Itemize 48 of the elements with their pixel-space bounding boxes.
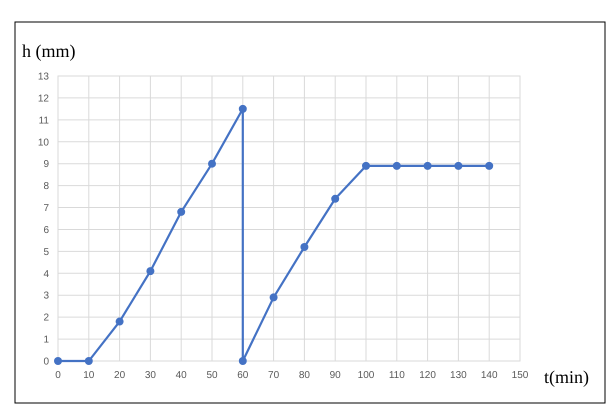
x-tick-label: 30 bbox=[144, 370, 156, 381]
y-tick-label: 5 bbox=[43, 246, 50, 258]
x-tick-label: 70 bbox=[268, 370, 280, 381]
x-tick-label: 130 bbox=[450, 370, 468, 381]
y-tick-label: 12 bbox=[38, 93, 50, 104]
y-tick-label: 1 bbox=[43, 334, 50, 346]
point bbox=[177, 208, 186, 216]
x-tick-label: 40 bbox=[176, 370, 188, 381]
point bbox=[454, 162, 462, 170]
y-tick-label: 2 bbox=[43, 312, 50, 324]
point bbox=[146, 267, 154, 276]
y-tick-label: 9 bbox=[43, 159, 50, 170]
x-axis-title: t(min) bbox=[544, 367, 589, 387]
y-tick-label: 0 bbox=[43, 356, 50, 368]
point bbox=[362, 162, 370, 170]
point bbox=[116, 318, 124, 326]
y-tick-label: 10 bbox=[38, 137, 50, 148]
y-tick-label: 13 bbox=[38, 72, 50, 82]
point bbox=[238, 357, 247, 365]
x-tick-label: 20 bbox=[114, 370, 126, 381]
point bbox=[331, 194, 340, 203]
x-tick-label: 50 bbox=[206, 370, 218, 381]
point bbox=[485, 162, 494, 170]
x-tick-label: 110 bbox=[388, 370, 406, 381]
point bbox=[300, 243, 308, 251]
y-tick-label: 6 bbox=[43, 224, 50, 236]
y-tick-label: 11 bbox=[38, 115, 50, 126]
x-tick-label: 80 bbox=[298, 370, 310, 381]
y-tick-label: 8 bbox=[43, 181, 50, 192]
x-tick-label: 150 bbox=[512, 370, 529, 381]
y-tick-label: 4 bbox=[43, 268, 50, 280]
x-tick-label: 140 bbox=[480, 370, 498, 381]
y-tick-label: 7 bbox=[43, 203, 50, 214]
point bbox=[270, 293, 278, 302]
y-axis-title: h (mm) bbox=[22, 41, 76, 61]
x-tick-label: 60 bbox=[237, 370, 249, 381]
point bbox=[208, 160, 216, 168]
x-tick-label: 90 bbox=[330, 370, 342, 381]
x-tick-label: 10 bbox=[83, 370, 95, 381]
y-tick-label: 3 bbox=[43, 290, 50, 302]
x-tick-label: 0 bbox=[55, 370, 62, 381]
x-tick-label: 120 bbox=[419, 370, 436, 381]
point bbox=[54, 357, 62, 365]
point bbox=[424, 162, 432, 170]
point bbox=[238, 104, 247, 113]
point bbox=[392, 162, 401, 170]
x-tick-label: 100 bbox=[358, 370, 375, 381]
point bbox=[84, 357, 93, 365]
